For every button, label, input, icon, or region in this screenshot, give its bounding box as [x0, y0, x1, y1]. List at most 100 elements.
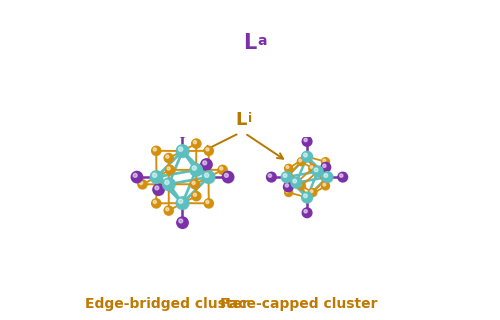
Circle shape: [133, 173, 137, 177]
Circle shape: [164, 154, 174, 163]
Circle shape: [268, 174, 272, 177]
Circle shape: [154, 185, 165, 196]
Circle shape: [167, 167, 170, 170]
Circle shape: [192, 140, 202, 148]
Circle shape: [204, 199, 214, 208]
Circle shape: [177, 198, 190, 210]
Circle shape: [313, 167, 324, 178]
Circle shape: [138, 180, 147, 189]
Circle shape: [220, 167, 223, 170]
Circle shape: [178, 147, 183, 151]
Circle shape: [205, 199, 214, 208]
Circle shape: [164, 154, 173, 163]
Circle shape: [322, 182, 330, 190]
Circle shape: [298, 182, 306, 190]
Circle shape: [282, 172, 292, 183]
Circle shape: [165, 180, 169, 185]
Text: $\mathbf{i}$: $\mathbf{i}$: [248, 111, 252, 125]
Circle shape: [304, 153, 308, 157]
Circle shape: [322, 163, 331, 173]
Circle shape: [286, 166, 289, 169]
Circle shape: [322, 182, 330, 190]
Circle shape: [166, 155, 169, 158]
Circle shape: [218, 166, 228, 175]
Circle shape: [322, 164, 326, 167]
Circle shape: [176, 197, 188, 209]
Circle shape: [194, 140, 196, 144]
Text: Edge-bridged cluster: Edge-bridged cluster: [85, 298, 249, 311]
Circle shape: [298, 183, 302, 186]
Circle shape: [190, 180, 200, 189]
Circle shape: [285, 165, 293, 173]
Circle shape: [164, 207, 174, 216]
Circle shape: [166, 208, 169, 211]
Circle shape: [302, 151, 312, 162]
Circle shape: [304, 210, 308, 213]
Circle shape: [152, 199, 162, 208]
Circle shape: [178, 218, 189, 229]
Circle shape: [302, 137, 312, 146]
Circle shape: [178, 199, 183, 204]
Circle shape: [340, 174, 343, 177]
Circle shape: [303, 209, 312, 218]
Circle shape: [267, 173, 277, 182]
Circle shape: [140, 181, 142, 185]
Circle shape: [204, 173, 209, 177]
Circle shape: [285, 189, 293, 197]
Circle shape: [201, 159, 212, 170]
Circle shape: [205, 147, 214, 156]
Circle shape: [321, 163, 330, 172]
Circle shape: [138, 180, 147, 189]
Circle shape: [292, 178, 302, 189]
Circle shape: [323, 183, 326, 186]
Circle shape: [192, 166, 196, 170]
Circle shape: [322, 172, 334, 183]
Circle shape: [154, 148, 156, 151]
Circle shape: [302, 192, 312, 203]
Text: $\mathbf{L}$: $\mathbf{L}$: [243, 33, 258, 52]
Circle shape: [151, 172, 164, 184]
Circle shape: [310, 165, 317, 173]
Circle shape: [284, 188, 292, 196]
Circle shape: [291, 177, 302, 188]
Circle shape: [164, 206, 173, 215]
Circle shape: [309, 164, 317, 172]
Circle shape: [152, 199, 160, 208]
Circle shape: [286, 190, 289, 193]
Circle shape: [338, 173, 348, 182]
Circle shape: [194, 193, 196, 196]
Circle shape: [192, 139, 201, 148]
Circle shape: [293, 179, 296, 183]
Circle shape: [284, 164, 292, 172]
Circle shape: [162, 178, 175, 190]
Text: $\mathbf{a}$: $\mathbf{a}$: [256, 34, 267, 48]
Circle shape: [309, 188, 317, 196]
Circle shape: [152, 147, 162, 156]
Circle shape: [304, 194, 308, 198]
Circle shape: [150, 171, 162, 183]
Circle shape: [190, 164, 202, 176]
Circle shape: [206, 148, 209, 151]
Circle shape: [322, 158, 330, 166]
Circle shape: [192, 192, 202, 201]
Circle shape: [204, 146, 214, 155]
Circle shape: [190, 164, 203, 177]
Circle shape: [152, 146, 160, 155]
Circle shape: [323, 159, 326, 162]
Circle shape: [338, 172, 347, 182]
Circle shape: [202, 160, 213, 171]
Circle shape: [166, 166, 175, 175]
Circle shape: [192, 192, 201, 201]
Circle shape: [177, 126, 188, 137]
Circle shape: [312, 166, 323, 177]
Circle shape: [164, 179, 176, 191]
Circle shape: [218, 165, 227, 174]
Circle shape: [302, 208, 312, 218]
Circle shape: [177, 217, 188, 228]
Circle shape: [266, 172, 276, 182]
Circle shape: [283, 173, 287, 177]
Circle shape: [284, 183, 294, 192]
Circle shape: [178, 126, 189, 138]
Circle shape: [284, 182, 293, 192]
Circle shape: [202, 161, 206, 165]
